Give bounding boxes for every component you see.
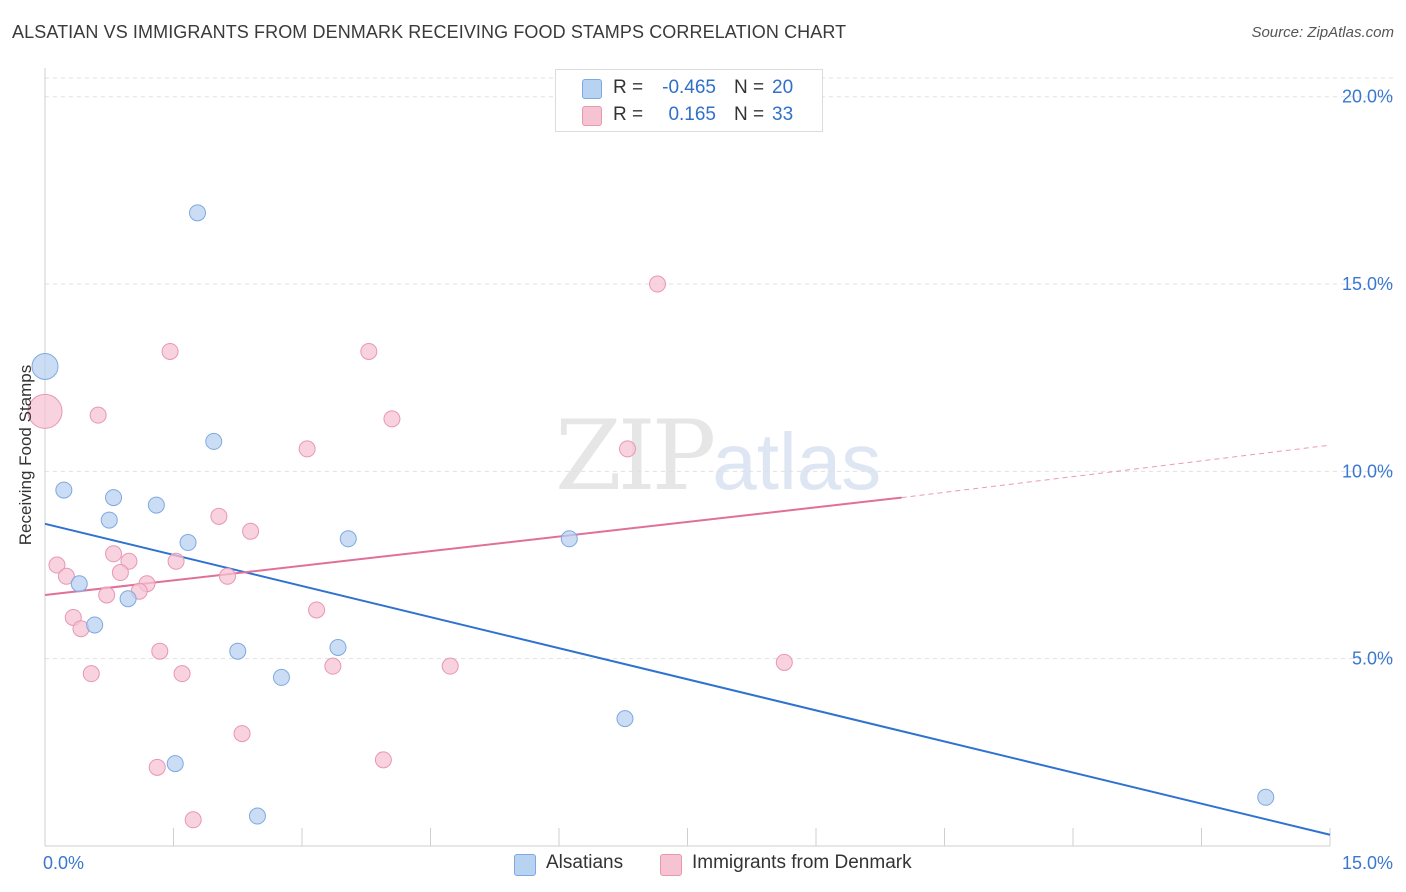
point-denmark bbox=[442, 658, 458, 674]
point-denmark bbox=[325, 658, 341, 674]
correlation-legend: R = -0.465 N = 20 R = 0.165 N = 33 bbox=[555, 69, 823, 132]
point-alsatians bbox=[230, 643, 246, 659]
point-denmark bbox=[112, 565, 128, 581]
point-denmark bbox=[620, 441, 636, 457]
point-denmark bbox=[309, 602, 325, 618]
legend-n-label: N = bbox=[734, 77, 764, 99]
legend-n-value: 33 bbox=[772, 104, 793, 126]
point-denmark bbox=[149, 759, 165, 775]
legend-n-value: 20 bbox=[772, 77, 793, 99]
point-denmark bbox=[776, 654, 792, 670]
legend-swatch-blue bbox=[514, 854, 536, 876]
point-alsatians bbox=[167, 756, 183, 772]
point-alsatians bbox=[71, 576, 87, 592]
point-alsatians bbox=[1258, 789, 1274, 805]
point-alsatians bbox=[87, 617, 103, 633]
point-denmark bbox=[174, 666, 190, 682]
point-alsatians bbox=[189, 205, 205, 221]
x-tick-label: 0.0% bbox=[43, 853, 84, 873]
point-denmark bbox=[90, 407, 106, 423]
legend-r-label: R = bbox=[613, 104, 643, 126]
point-alsatians bbox=[120, 591, 136, 607]
y-tick-label: 20.0% bbox=[1342, 87, 1393, 107]
point-alsatians bbox=[101, 512, 117, 528]
point-denmark bbox=[83, 666, 99, 682]
point-denmark bbox=[299, 441, 315, 457]
point-denmark bbox=[152, 643, 168, 659]
point-denmark bbox=[99, 587, 115, 603]
point-denmark bbox=[384, 411, 400, 427]
y-tick-label: 5.0% bbox=[1352, 649, 1393, 669]
point-alsatians bbox=[273, 669, 289, 685]
legend-row-alsatians: R = -0.465 N = 20 bbox=[556, 75, 822, 101]
y-axis-label: Receiving Food Stamps bbox=[16, 365, 36, 545]
point-denmark bbox=[375, 752, 391, 768]
point-alsatians bbox=[561, 531, 577, 547]
legend-r-label: R = bbox=[613, 77, 643, 99]
legend-r-value: 0.165 bbox=[648, 104, 716, 126]
tick-labels: 5.0% 10.0% 15.0% 20.0% 0.0% 15.0% bbox=[43, 87, 1393, 873]
point-alsatians bbox=[330, 639, 346, 655]
trend-line-alsatians bbox=[45, 524, 1330, 835]
legend-swatch-pink bbox=[660, 854, 682, 876]
point-alsatians bbox=[56, 482, 72, 498]
legend-n-label: N = bbox=[734, 104, 764, 126]
point-alsatians bbox=[180, 535, 196, 551]
point-denmark bbox=[219, 568, 235, 584]
point-alsatians bbox=[206, 433, 222, 449]
trend-lines bbox=[45, 445, 1330, 835]
point-denmark bbox=[168, 553, 184, 569]
legend-swatch-pink bbox=[582, 106, 602, 126]
point-denmark bbox=[162, 343, 178, 359]
y-tick-label: 15.0% bbox=[1342, 274, 1393, 294]
x-tick-label: 15.0% bbox=[1342, 853, 1393, 873]
trend-line-denmark bbox=[45, 498, 902, 595]
point-denmark bbox=[185, 812, 201, 828]
point-denmark bbox=[234, 726, 250, 742]
legend-label-denmark: Immigrants from Denmark bbox=[692, 852, 912, 874]
point-denmark bbox=[243, 523, 259, 539]
data-points bbox=[28, 205, 1274, 828]
legend-label-alsatians: Alsatians bbox=[546, 852, 623, 874]
legend-swatch-blue bbox=[582, 79, 602, 99]
legend-row-denmark: R = 0.165 N = 33 bbox=[556, 102, 822, 128]
point-denmark bbox=[361, 343, 377, 359]
point-alsatians bbox=[340, 531, 356, 547]
point-denmark bbox=[106, 546, 122, 562]
point-alsatians bbox=[106, 490, 122, 506]
scatter-chart: 5.0% 10.0% 15.0% 20.0% 0.0% 15.0% bbox=[0, 0, 1406, 892]
point-denmark bbox=[211, 508, 227, 524]
legend-r-value: -0.465 bbox=[648, 77, 716, 99]
point-denmark bbox=[650, 276, 666, 292]
point-alsatians bbox=[249, 808, 265, 824]
point-alsatians bbox=[148, 497, 164, 513]
y-tick-label: 10.0% bbox=[1342, 461, 1393, 481]
point-alsatians bbox=[617, 711, 633, 727]
